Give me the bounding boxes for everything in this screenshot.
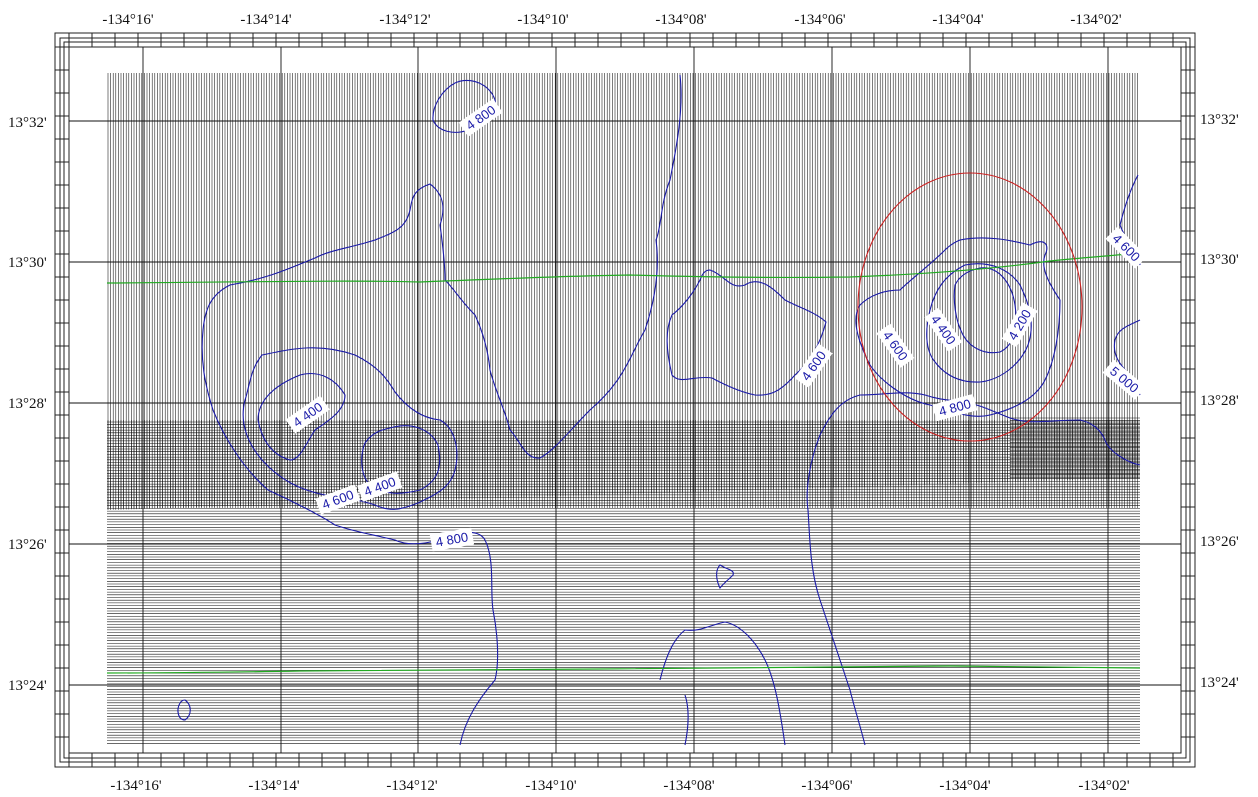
survey-horizontal-lines	[107, 417, 1140, 744]
contour-line	[855, 237, 1061, 417]
lon-label-bottom: -134°08'	[663, 778, 714, 794]
contour-line	[201, 74, 682, 746]
survey-vertical-lines	[107, 73, 1138, 510]
contour-label-text: 4 800	[435, 529, 470, 549]
contour-line	[659, 621, 786, 746]
contour-line	[361, 425, 441, 494]
lat-label-left: 13°30'	[8, 255, 47, 271]
contour-label: 4 800	[932, 393, 978, 422]
left-axis-labels: 13°32' 13°30' 13°28' 13°26' 13°24'	[8, 115, 47, 694]
survey-line-set	[107, 421, 1140, 744]
right-axis-labels: 13°32' 13°30' 13°28' 13°26' 13°24'	[1200, 112, 1239, 691]
contour-line	[806, 392, 1141, 746]
lat-label-right: 13°32'	[1200, 112, 1239, 128]
contour-line	[257, 373, 346, 461]
lat-label-left: 13°26'	[8, 537, 47, 553]
lon-label-bottom: -134°12'	[386, 778, 437, 794]
lat-label-left: 13°24'	[8, 678, 47, 694]
lat-label-right: 13°28'	[1200, 393, 1239, 409]
map-frame	[54, 32, 1196, 768]
lon-label-top: -134°16'	[102, 12, 153, 28]
frame-tick-marks	[55, 33, 1195, 767]
contour-label: 4 800	[458, 98, 503, 137]
contour-line	[242, 347, 458, 510]
contour-label: 4 400	[924, 307, 963, 352]
contour-label: 4 600	[794, 343, 833, 388]
highlight-circle	[857, 172, 1083, 442]
contour-line	[177, 699, 191, 721]
lon-label-top: -134°06'	[794, 12, 845, 28]
lon-label-top: -134°14'	[240, 12, 291, 28]
contour-line	[666, 269, 827, 396]
contour-label: 4 400	[285, 395, 330, 434]
lon-label-top: -134°10'	[517, 12, 568, 28]
ship-tracks	[106, 252, 1141, 674]
contour-label: 4 600	[315, 484, 361, 515]
lon-label-bottom: -134°14'	[248, 778, 299, 794]
graticule	[69, 47, 1181, 753]
ship-track	[106, 252, 1141, 284]
lon-label-top: -134°02'	[1070, 12, 1121, 28]
lat-label-right: 13°24'	[1200, 675, 1239, 691]
contour-line	[926, 263, 1032, 383]
lat-label-right: 13°30'	[1200, 252, 1239, 268]
survey-line-set	[1010, 417, 1140, 478]
lon-label-bottom: -134°06'	[801, 778, 852, 794]
contour-line	[684, 694, 689, 746]
graticule-lines	[69, 47, 1181, 753]
lat-label-right: 13°26'	[1200, 534, 1239, 550]
depth-contours	[177, 74, 1141, 746]
lon-label-bottom: -134°02'	[1078, 778, 1129, 794]
frame-ticks	[55, 33, 1195, 767]
contour-line	[953, 267, 1017, 354]
top-axis-labels: -134°16' -134°14' -134°12' -134°10' -134…	[102, 12, 1121, 28]
lat-label-left: 13°28'	[8, 396, 47, 412]
bottom-axis-labels: -134°16' -134°14' -134°12' -134°10' -134…	[110, 778, 1129, 794]
ship-track	[106, 665, 1141, 674]
lon-label-bottom: -134°04'	[939, 778, 990, 794]
lon-label-bottom: -134°10'	[525, 778, 576, 794]
contour-line	[716, 564, 734, 590]
lon-label-bottom: -134°16'	[110, 778, 161, 794]
contour-label: 4 800	[429, 527, 475, 552]
lat-label-left: 13°32'	[8, 115, 47, 131]
contour-label: 4 200	[1001, 302, 1038, 348]
lon-label-top: -134°12'	[379, 12, 430, 28]
lon-label-top: -134°08'	[655, 12, 706, 28]
lon-label-top: -134°04'	[932, 12, 983, 28]
